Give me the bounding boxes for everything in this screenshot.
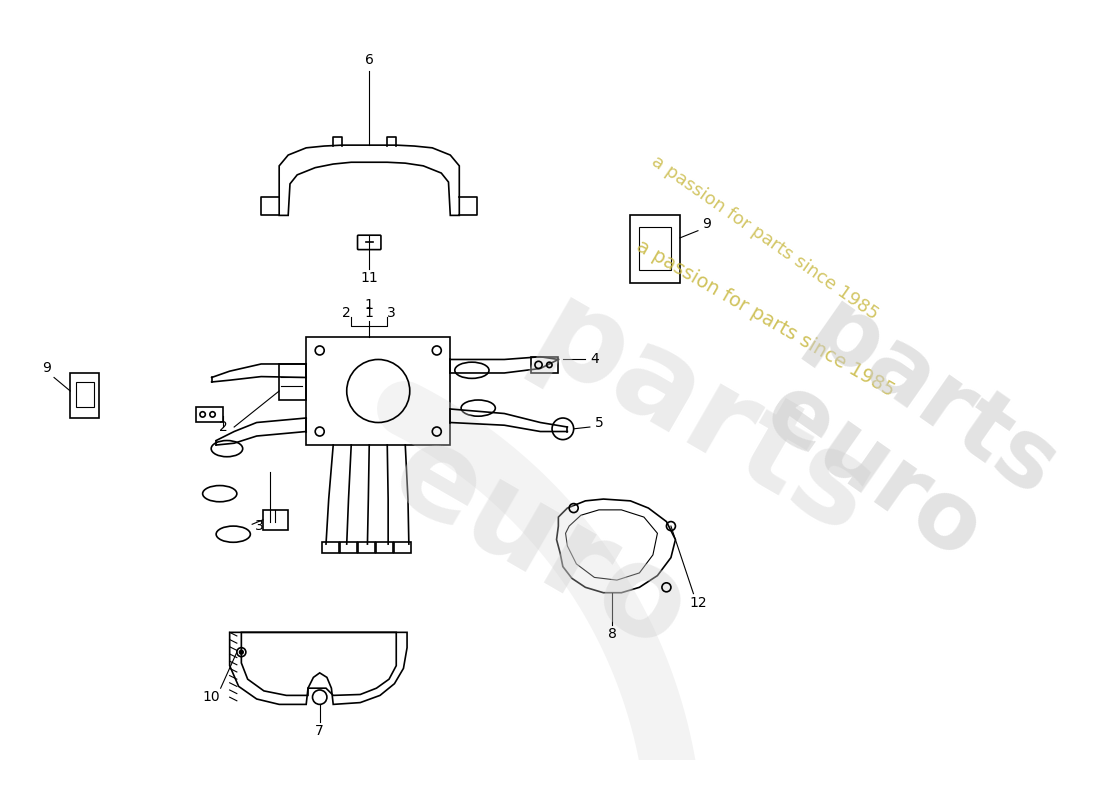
Text: 11: 11	[361, 271, 378, 286]
Text: parts: parts	[513, 274, 893, 563]
Text: 6: 6	[365, 53, 374, 66]
Text: 1: 1	[365, 306, 374, 320]
Text: 5: 5	[594, 415, 603, 430]
Bar	[630, 215, 680, 283]
Text: 9: 9	[43, 362, 52, 375]
Text: 9: 9	[703, 218, 712, 231]
Text: 2: 2	[219, 420, 228, 434]
Text: 2: 2	[342, 306, 351, 320]
Text: euro: euro	[371, 411, 710, 677]
Bar	[639, 227, 671, 270]
Bar	[359, 542, 375, 553]
Text: a passion for parts since 1985: a passion for parts since 1985	[634, 237, 898, 401]
Text: 3: 3	[255, 519, 264, 533]
Bar	[322, 542, 339, 553]
Bar	[531, 357, 559, 373]
Text: 7: 7	[316, 723, 324, 738]
Bar	[376, 542, 393, 553]
Bar	[306, 337, 450, 445]
Text: 8: 8	[608, 627, 617, 641]
Text: euro: euro	[748, 365, 999, 579]
Text: 4: 4	[590, 353, 598, 366]
Bar	[196, 407, 223, 422]
Text: parts: parts	[792, 282, 1074, 518]
Bar	[279, 364, 306, 400]
Text: 10: 10	[202, 690, 220, 704]
Bar	[395, 542, 410, 553]
Bar	[76, 382, 94, 407]
Circle shape	[240, 650, 243, 654]
Text: a passion for parts since 1985: a passion for parts since 1985	[648, 152, 882, 323]
Bar	[70, 373, 99, 418]
Bar	[340, 542, 356, 553]
Text: 12: 12	[689, 596, 707, 610]
Text: 3: 3	[387, 306, 396, 320]
Text: 1: 1	[365, 298, 374, 313]
Bar	[263, 510, 288, 530]
